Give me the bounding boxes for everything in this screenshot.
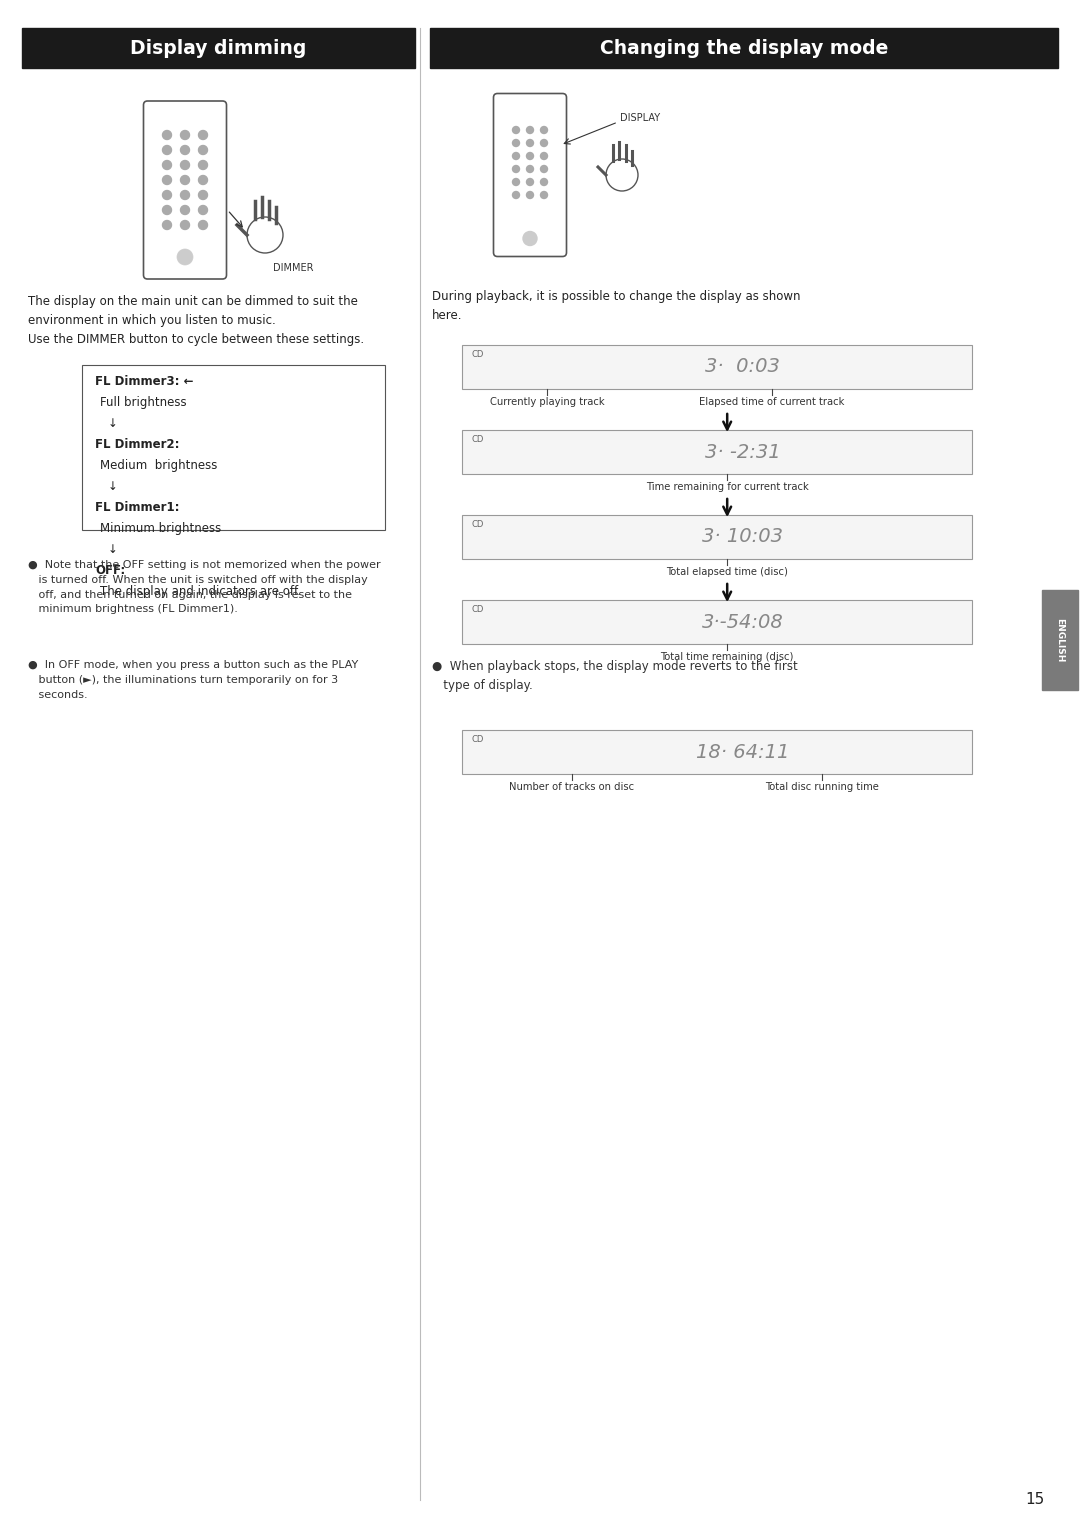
Bar <box>82 365 384 530</box>
Text: CD: CD <box>472 349 484 359</box>
Bar <box>430 27 1058 69</box>
Text: CD: CD <box>472 520 484 530</box>
Text: The display on the main unit can be dimmed to suit the
environment in which you : The display on the main unit can be dimm… <box>28 295 364 346</box>
Circle shape <box>540 127 548 133</box>
Circle shape <box>162 220 172 229</box>
Bar <box>462 514 972 559</box>
Circle shape <box>527 179 534 186</box>
Text: Full brightness: Full brightness <box>100 397 187 409</box>
Circle shape <box>180 175 189 185</box>
Bar <box>462 430 972 475</box>
Bar <box>1042 591 1078 690</box>
Circle shape <box>162 191 172 200</box>
Bar <box>462 345 972 389</box>
Text: FL Dimmer2:: FL Dimmer2: <box>95 438 179 452</box>
Circle shape <box>527 139 534 146</box>
Text: ↓: ↓ <box>108 543 118 555</box>
Circle shape <box>540 153 548 160</box>
Text: Total disc running time: Total disc running time <box>765 781 879 792</box>
Text: FL Dimmer3: ←: FL Dimmer3: ← <box>95 375 193 388</box>
Text: Display dimming: Display dimming <box>131 38 307 58</box>
Text: ●  In OFF mode, when you press a button such as the PLAY
   button (►), the illu: ● In OFF mode, when you press a button s… <box>28 661 359 699</box>
Circle shape <box>523 232 537 246</box>
Circle shape <box>527 165 534 172</box>
Text: DIMMER: DIMMER <box>273 262 313 273</box>
Text: The display and indicators are off.: The display and indicators are off. <box>100 584 301 598</box>
Text: ↓: ↓ <box>108 481 118 493</box>
Circle shape <box>180 131 189 139</box>
Circle shape <box>162 206 172 215</box>
Text: 3·  0:03: 3· 0:03 <box>705 357 780 377</box>
Text: 3· 10:03: 3· 10:03 <box>702 528 783 546</box>
Text: CD: CD <box>472 604 484 613</box>
Circle shape <box>199 220 207 229</box>
Text: Elapsed time of current track: Elapsed time of current track <box>700 397 845 407</box>
Circle shape <box>162 160 172 169</box>
Circle shape <box>199 160 207 169</box>
Circle shape <box>180 191 189 200</box>
Circle shape <box>180 145 189 154</box>
Circle shape <box>199 175 207 185</box>
Text: Total elapsed time (disc): Total elapsed time (disc) <box>666 568 788 577</box>
Circle shape <box>513 179 519 186</box>
Text: ENGLISH: ENGLISH <box>1055 618 1065 662</box>
Circle shape <box>513 153 519 160</box>
Bar <box>22 27 415 69</box>
Circle shape <box>527 127 534 133</box>
Text: ●  When playback stops, the display mode reverts to the first
   type of display: ● When playback stops, the display mode … <box>432 661 798 691</box>
Circle shape <box>513 191 519 198</box>
Circle shape <box>162 131 172 139</box>
Circle shape <box>199 191 207 200</box>
Circle shape <box>540 191 548 198</box>
Text: Medium  brightness: Medium brightness <box>100 459 217 472</box>
Text: Total time remaining (disc): Total time remaining (disc) <box>661 652 794 662</box>
Text: 3· -2:31: 3· -2:31 <box>704 443 781 461</box>
Text: ↓: ↓ <box>108 417 118 430</box>
Text: CD: CD <box>472 736 484 745</box>
Circle shape <box>180 160 189 169</box>
Circle shape <box>162 145 172 154</box>
Circle shape <box>177 249 193 266</box>
Circle shape <box>540 165 548 172</box>
Text: Currently playing track: Currently playing track <box>489 397 605 407</box>
Text: FL Dimmer1:: FL Dimmer1: <box>95 501 179 514</box>
Text: Changing the display mode: Changing the display mode <box>599 38 888 58</box>
Circle shape <box>540 139 548 146</box>
Bar <box>462 729 972 774</box>
Circle shape <box>513 165 519 172</box>
Circle shape <box>199 145 207 154</box>
Circle shape <box>199 206 207 215</box>
Text: 15: 15 <box>1025 1492 1044 1508</box>
Text: Number of tracks on disc: Number of tracks on disc <box>510 781 635 792</box>
Circle shape <box>199 131 207 139</box>
Text: DISPLAY: DISPLAY <box>620 113 660 124</box>
Text: Time remaining for current track: Time remaining for current track <box>646 482 809 491</box>
Circle shape <box>513 139 519 146</box>
Circle shape <box>513 127 519 133</box>
Circle shape <box>162 175 172 185</box>
Text: During playback, it is possible to change the display as shown
here.: During playback, it is possible to chang… <box>432 290 800 322</box>
Circle shape <box>527 191 534 198</box>
Text: CD: CD <box>472 435 484 444</box>
Text: ●  Note that the OFF setting is not memorized when the power
   is turned off. W: ● Note that the OFF setting is not memor… <box>28 560 380 615</box>
Circle shape <box>540 179 548 186</box>
Bar <box>462 600 972 644</box>
Text: 18· 64:11: 18· 64:11 <box>696 743 789 761</box>
Circle shape <box>527 153 534 160</box>
Text: 3·-54:08: 3·-54:08 <box>702 612 783 632</box>
Circle shape <box>180 220 189 229</box>
Text: OFF:: OFF: <box>95 565 125 577</box>
Text: Minimum brightness: Minimum brightness <box>100 522 221 536</box>
Circle shape <box>180 206 189 215</box>
